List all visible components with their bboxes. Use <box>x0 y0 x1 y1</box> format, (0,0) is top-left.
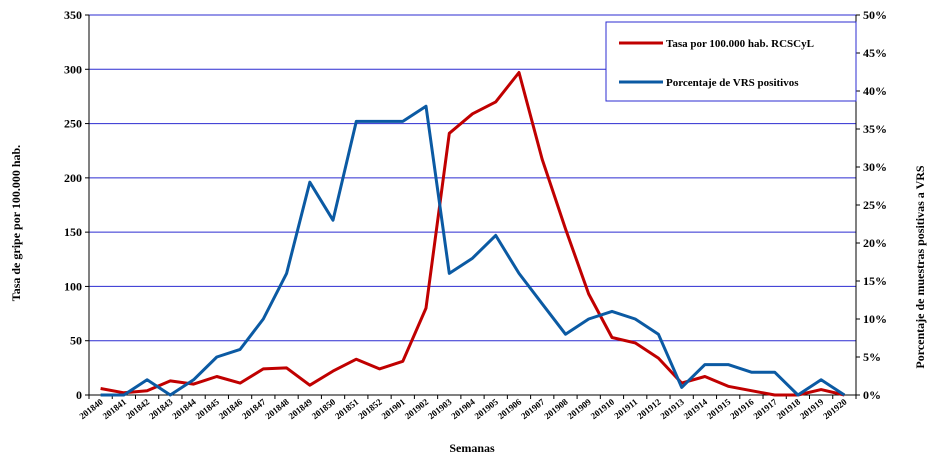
right-tick-label: 25% <box>863 198 887 212</box>
right-tick-label: 10% <box>863 312 887 326</box>
left-tick-label: 150 <box>64 225 82 239</box>
x-tick-label: 201905 <box>473 396 501 421</box>
left-y-tick-labels: 0 50 100 150 200 250 300 350 <box>64 8 82 402</box>
x-tick-label: 201852 <box>356 396 384 421</box>
x-tick-label: 201843 <box>147 396 175 421</box>
x-tick-label: 201909 <box>566 396 594 421</box>
right-tick-label: 5% <box>863 350 881 364</box>
series-line-tasa <box>100 71 845 397</box>
x-tick-label: 201908 <box>542 396 570 421</box>
y-axis-left-title: Tasa de gripe por 100.000 hab. <box>9 145 23 301</box>
legend-box <box>605 21 857 102</box>
x-tick-label: 201906 <box>496 396 524 421</box>
x-tick-label: 201919 <box>798 396 826 421</box>
x-tick-label: 201846 <box>217 396 245 421</box>
x-tick-label: 201904 <box>449 396 477 421</box>
y-axis-right-title: Porcentaje de muestras positivas a VRS <box>913 165 927 369</box>
x-tick-labels: 2018402018412018422018432018442018452018… <box>77 396 849 421</box>
x-tick-label: 201913 <box>658 396 686 421</box>
left-tick-label: 50 <box>70 334 82 348</box>
x-tick-label: 201841 <box>101 396 129 421</box>
x-tick-label: 201848 <box>263 396 291 421</box>
x-axis-title: Semanas <box>449 441 495 455</box>
right-tick-label: 40% <box>863 84 887 98</box>
legend: Tasa por 100.000 hab. RCSCyL Porcentaje … <box>605 21 857 102</box>
x-tick-label: 201844 <box>170 396 198 421</box>
right-y-tick-labels: 0% 5% 10% 15% 20% 25% 30% 35% 40% 45% 50% <box>863 8 887 402</box>
x-tick-label: 201920 <box>821 396 849 421</box>
left-tick-label: 300 <box>64 62 82 76</box>
left-tick-label: 250 <box>64 117 82 131</box>
x-tick-label: 201850 <box>310 396 338 421</box>
x-tick-label: 201915 <box>705 396 733 421</box>
x-tick-label: 201851 <box>333 396 361 421</box>
grid-lines <box>89 14 856 342</box>
x-tick-label: 201849 <box>287 396 315 421</box>
right-tick-label: 20% <box>863 236 887 250</box>
right-tick-label: 15% <box>863 274 887 288</box>
x-tick-label: 201903 <box>426 396 454 421</box>
x-tick-label: 201914 <box>682 396 710 421</box>
legend-label-vrs: Porcentaje de VRS positivos <box>666 77 799 89</box>
x-tick-label: 201910 <box>589 396 617 421</box>
right-tick-label: 35% <box>863 122 887 136</box>
right-tick-label: 30% <box>863 160 887 174</box>
right-tick-label: 0% <box>863 388 881 402</box>
x-tick-label: 201918 <box>775 396 803 421</box>
x-tick-label: 201917 <box>751 396 779 421</box>
x-tick-label: 201847 <box>240 396 268 421</box>
x-tick-label: 201911 <box>612 396 639 421</box>
x-tick-label: 201916 <box>728 396 756 421</box>
legend-label-tasa: Tasa por 100.000 hab. RCSCyL <box>666 38 814 50</box>
left-tick-label: 200 <box>64 171 82 185</box>
left-tick-label: 100 <box>64 279 82 293</box>
series-line-vrs <box>100 104 846 397</box>
x-tick-label: 201912 <box>635 396 663 421</box>
series <box>100 71 846 397</box>
x-tick-label: 201845 <box>194 396 222 421</box>
left-tick-label: 0 <box>76 388 82 402</box>
left-tick-label: 350 <box>64 8 82 22</box>
x-tick-label: 201902 <box>403 396 431 421</box>
x-tick-label: 201901 <box>380 396 408 421</box>
x-tick-label: 201842 <box>124 396 152 421</box>
x-tick-label: 201907 <box>519 396 547 421</box>
right-tick-label: 45% <box>863 46 887 60</box>
right-tick-label: 50% <box>863 8 887 22</box>
